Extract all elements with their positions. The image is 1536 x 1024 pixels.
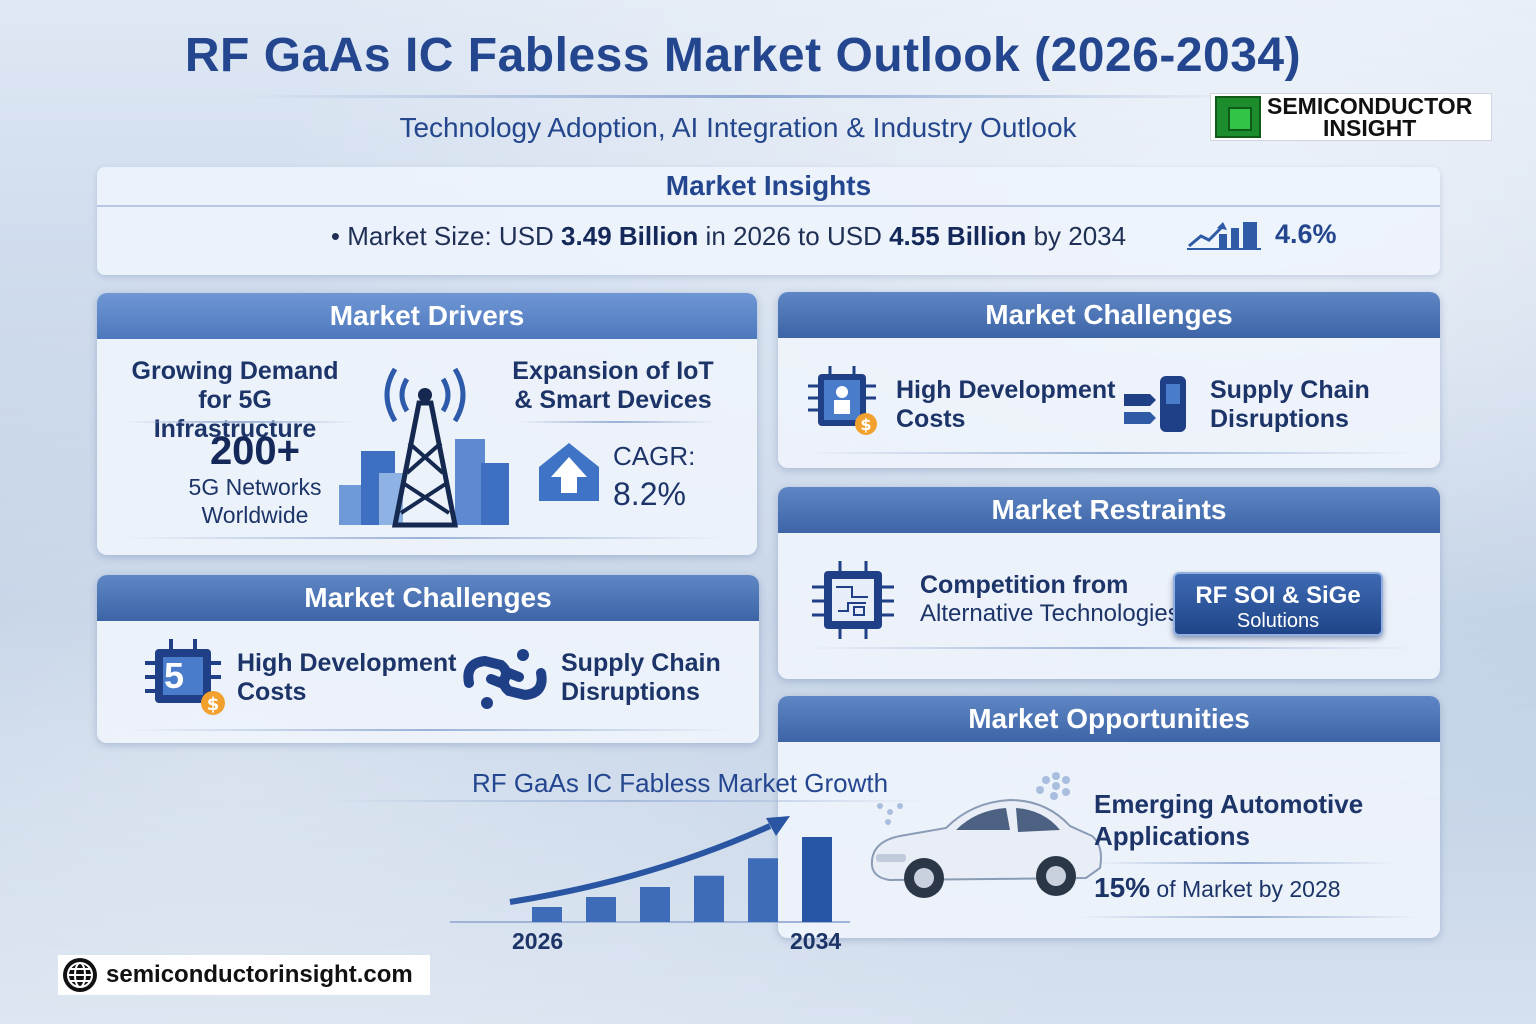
- divider: [517, 421, 717, 423]
- cagr-value: 4.6%: [1275, 219, 1337, 249]
- chip-dollar-icon: $: [808, 366, 877, 435]
- upload-arrow-icon: [539, 443, 599, 501]
- driver-5g-stat: 200+ 5G Networks Worldwide: [145, 429, 365, 529]
- growth-bar-chart: [450, 816, 850, 923]
- divider: [1078, 916, 1418, 918]
- supply-chain-line2: Disruptions: [1210, 405, 1349, 433]
- svg-text:$: $: [207, 694, 220, 715]
- growth-bar-2: [640, 887, 670, 922]
- stat-line2: Worldwide: [201, 502, 309, 528]
- dev-costs-line1: High Development: [896, 376, 1116, 404]
- growth-bar-0: [532, 907, 562, 922]
- growth-title-divider: [330, 800, 930, 802]
- market-insights-panel: Market Insights • Market Size: USD 3.49 …: [97, 167, 1440, 275]
- automotive-line1: Emerging Automotive: [1094, 789, 1364, 819]
- market-restraints-heading: Market Restraints: [778, 487, 1440, 533]
- market-opportunities-heading: Market Opportunities: [778, 696, 1440, 742]
- growth-bar-3: [694, 875, 724, 922]
- market-challenges-right-panel: Market Challenges $ High Development Cos…: [778, 292, 1440, 468]
- market-size-2026: 3.49 Billion: [561, 221, 699, 251]
- driver-iot-line2: & Smart Devices: [514, 386, 712, 414]
- rf-soi-sige-solutions-button[interactable]: RF SOI & SiGe Solutions: [1173, 572, 1383, 636]
- supply-chain-icon: [1124, 376, 1186, 432]
- challenge-left-supply-chain: Supply Chain Disruptions: [561, 649, 721, 707]
- automotive-stat-value: 15%: [1094, 872, 1151, 903]
- restraint-competition: Competition from Alternative Technologie…: [920, 571, 1180, 628]
- growth-bar-5: [802, 837, 832, 922]
- supply-chain-line1: Supply Chain: [1210, 376, 1370, 404]
- market-challenges-left-panel: Market Challenges $ 5 High Development C…: [97, 575, 759, 743]
- iot-cagr-value: 8.2%: [613, 476, 686, 512]
- chip-digit: 5: [163, 655, 185, 696]
- divider: [802, 452, 1416, 454]
- supply-chain-line2: Disruptions: [561, 678, 700, 706]
- divider: [1094, 862, 1394, 864]
- website-url: semiconductorinsight.com: [106, 961, 413, 988]
- circuit-chip-icon: [812, 561, 894, 639]
- growth-chart-title: RF GaAs IC Fabless Market Growth: [471, 768, 889, 798]
- market-challenges-right-heading: Market Challenges: [778, 292, 1440, 338]
- brand-logo: SEMICONDUCTOR INSIGHT: [1210, 93, 1492, 141]
- globe-icon: [63, 958, 97, 992]
- stat-line1: 5G Networks: [188, 474, 322, 500]
- market-size-suffix: by 2034: [1026, 221, 1127, 251]
- chart-year-end: 2034: [790, 928, 842, 954]
- growth-chart-icon: [1187, 221, 1261, 250]
- driver-5g-item: Growing Demand for 5G Infrastructure: [115, 357, 355, 444]
- market-drivers-panel: Market Drivers Growing Demand for 5G Inf…: [97, 293, 757, 555]
- growth-bar-1: [586, 897, 616, 922]
- market-challenges-left-heading: Market Challenges: [97, 575, 759, 621]
- broken-chain-icon: [463, 649, 547, 709]
- market-insights-heading: Market Insights: [97, 167, 1440, 207]
- growth-trend-arrow: [509, 823, 772, 905]
- page-title: RF GaAs IC Fabless Market Outlook (2026-…: [184, 29, 1302, 82]
- challenge-right-supply-chain: Supply Chain Disruptions: [1210, 376, 1370, 434]
- competition-line2: Alternative Technologies: [920, 600, 1180, 627]
- market-size-prefix: • Market Size: USD: [330, 221, 562, 251]
- car-icon: [870, 772, 1102, 898]
- market-size-line: • Market Size: USD 3.49 Billion in 2026 …: [97, 221, 1440, 252]
- cell-tower-icon: [339, 367, 509, 528]
- market-opportunities-panel: Market Opportunities Emerging Automotive…: [778, 696, 1440, 938]
- cagr-badge: 4.6%: [1187, 219, 1337, 250]
- driver-5g-line2: for 5G Infrastructure: [153, 386, 317, 443]
- iot-cagr-label: CAGR:: [613, 441, 696, 471]
- solutions-line1: RF SOI & SiGe: [1195, 582, 1361, 609]
- divider: [125, 421, 355, 423]
- divider: [125, 537, 725, 539]
- opportunity-automotive: Emerging Automotive Applications: [1094, 788, 1363, 852]
- svg-text:$: $: [860, 415, 871, 434]
- divider: [125, 729, 735, 731]
- divider: [806, 647, 1416, 649]
- challenge-right-dev-costs: High Development Costs: [896, 376, 1115, 434]
- iot-cagr: CAGR: 8.2%: [613, 441, 695, 513]
- chip-cost-icon: $: [145, 639, 225, 715]
- stat-200-value: 200+: [209, 429, 301, 473]
- title-divider: [240, 95, 1250, 98]
- logo-line1: SEMICONDUCTOR: [1267, 93, 1473, 119]
- chip-icon: [1215, 96, 1261, 138]
- automotive-stat: 15% of Market by 2028: [1094, 872, 1341, 904]
- supply-chain-line1: Supply Chain: [561, 649, 721, 677]
- chart-year-start: 2026: [512, 928, 564, 954]
- driver-5g-line1: Growing Demand: [131, 357, 339, 385]
- competition-line1: Competition from: [920, 571, 1129, 599]
- trend-arrowhead: [766, 816, 790, 836]
- dev-costs-line1: High Development: [237, 649, 457, 677]
- dev-costs-line2: Costs: [896, 405, 966, 433]
- market-size-2034: 4.55 Billion: [889, 221, 1027, 251]
- website-link[interactable]: semiconductorinsight.com: [58, 955, 430, 995]
- challenge-left-dev-costs: High Development Costs: [237, 649, 456, 707]
- driver-iot-line1: Expansion of IoT: [512, 357, 714, 385]
- page-subtitle: Technology Adoption, AI Integration & In…: [399, 112, 1077, 143]
- market-drivers-heading: Market Drivers: [97, 293, 757, 339]
- automotive-stat-text: of Market by 2028: [1150, 876, 1341, 902]
- solutions-line2: Solutions: [1236, 610, 1320, 632]
- automotive-line2: Applications: [1094, 821, 1251, 851]
- growth-bar-4: [748, 858, 778, 922]
- dev-costs-line2: Costs: [237, 678, 307, 706]
- logo-line2: INSIGHT: [1323, 115, 1417, 141]
- driver-iot-item: Expansion of IoT & Smart Devices: [501, 357, 725, 415]
- market-size-mid: in 2026 to USD: [698, 221, 890, 251]
